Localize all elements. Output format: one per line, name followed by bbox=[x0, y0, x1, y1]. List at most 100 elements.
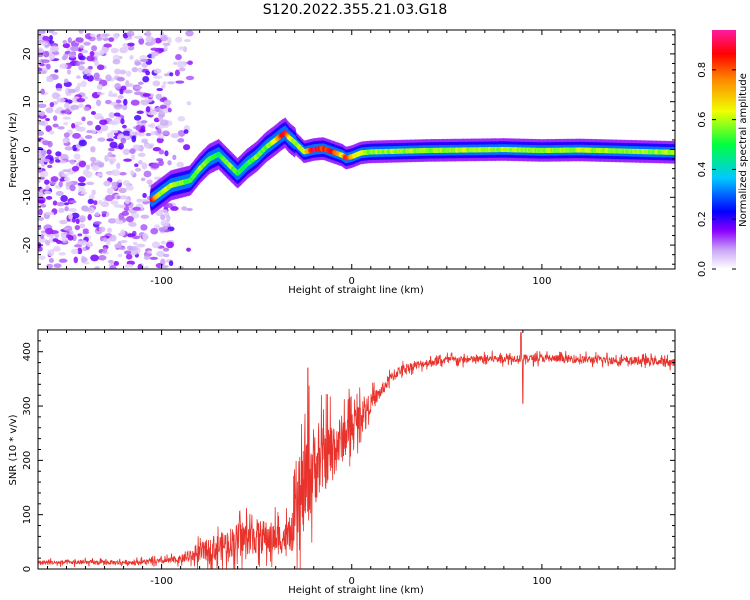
noise-speckle bbox=[104, 99, 112, 105]
noise-speckle bbox=[177, 138, 185, 143]
noise-speckle bbox=[38, 203, 42, 210]
noise-speckle bbox=[72, 132, 82, 139]
noise-speckle bbox=[106, 138, 114, 142]
noise-speckle bbox=[162, 108, 168, 113]
noise-speckle bbox=[140, 125, 146, 133]
noise-speckle bbox=[45, 227, 54, 235]
noise-speckle bbox=[118, 187, 127, 194]
noise-speckle bbox=[40, 70, 47, 75]
spectrogram-y-axis-label: Frequency (Hz) bbox=[8, 112, 19, 188]
snr-y-tick-label: 200 bbox=[22, 451, 33, 470]
noise-speckle bbox=[142, 233, 149, 240]
noise-speckle bbox=[170, 132, 180, 139]
noise-speckle bbox=[63, 202, 70, 206]
noise-speckle bbox=[48, 53, 56, 61]
colorbar-ticks: 0.0 0.2 0.4 0.6 0.8 bbox=[697, 62, 736, 277]
noise-speckle bbox=[97, 255, 107, 261]
noise-speckle bbox=[178, 46, 185, 51]
noise-speckle bbox=[110, 234, 117, 242]
noise-speckle bbox=[61, 55, 67, 61]
noise-speckle bbox=[115, 99, 122, 104]
noise-speckle bbox=[44, 179, 50, 185]
noise-speckle bbox=[145, 106, 151, 113]
noise-speckle bbox=[109, 158, 114, 165]
noise-speckle bbox=[47, 249, 55, 257]
noise-speckle bbox=[64, 206, 69, 212]
noise-speckle bbox=[102, 33, 110, 37]
noise-speckle bbox=[149, 256, 159, 260]
noise-speckle bbox=[75, 37, 84, 43]
noise-speckle bbox=[102, 247, 108, 254]
noise-speckle bbox=[110, 200, 119, 205]
noise-speckle bbox=[130, 170, 135, 176]
snr-x-axis-label: Height of straight line (km) bbox=[288, 585, 424, 596]
noise-speckle bbox=[62, 227, 69, 231]
noise-speckle bbox=[186, 101, 192, 106]
noise-speckle bbox=[142, 238, 147, 242]
noise-speckle bbox=[143, 265, 149, 269]
noise-speckle bbox=[125, 70, 132, 77]
noise-speckle bbox=[71, 123, 76, 129]
noise-speckle bbox=[89, 50, 95, 57]
noise-speckle bbox=[93, 200, 98, 206]
noise-speckle bbox=[152, 147, 162, 152]
noise-speckle bbox=[83, 106, 91, 112]
noise-speckle bbox=[164, 150, 169, 157]
noise-speckle bbox=[38, 67, 43, 72]
noise-speckle bbox=[167, 160, 172, 166]
noise-speckle bbox=[94, 266, 101, 269]
noise-speckle bbox=[93, 51, 100, 58]
noise-speckle bbox=[38, 166, 43, 174]
noise-speckle bbox=[60, 195, 68, 203]
noise-speckle bbox=[46, 76, 54, 80]
noise-speckle bbox=[185, 30, 194, 37]
noise-speckle bbox=[140, 224, 148, 231]
noise-speckle bbox=[86, 72, 91, 77]
noise-speckle bbox=[107, 218, 117, 224]
noise-speckle bbox=[91, 164, 100, 171]
noise-speckle bbox=[63, 132, 70, 138]
noise-speckle bbox=[133, 241, 138, 246]
snr-panel: -100 0 100 0 100 200 300 400 Height of straight… bbox=[8, 329, 676, 596]
snr-y-axis-label: SNR (10 * v/v) bbox=[8, 414, 19, 485]
noise-speckle bbox=[48, 30, 55, 34]
noise-speckle bbox=[116, 77, 125, 82]
noise-speckle bbox=[134, 86, 143, 90]
noise-speckle bbox=[156, 137, 164, 144]
noise-speckle bbox=[45, 196, 53, 200]
noise-speckle bbox=[45, 240, 51, 246]
noise-speckle bbox=[98, 199, 103, 205]
noise-speckle bbox=[40, 234, 45, 240]
noise-speckle bbox=[80, 80, 87, 88]
noise-speckle bbox=[38, 238, 48, 243]
noise-speckle bbox=[48, 35, 53, 41]
noise-speckle bbox=[140, 120, 148, 124]
noise-speckle bbox=[159, 119, 169, 126]
noise-speckle bbox=[70, 104, 80, 110]
noise-speckle bbox=[74, 121, 83, 126]
noise-speckle bbox=[96, 83, 103, 91]
noise-speckle bbox=[72, 234, 77, 242]
noise-speckle bbox=[119, 172, 127, 176]
noise-speckle bbox=[49, 102, 55, 108]
noise-speckle bbox=[58, 258, 68, 263]
noise-speckle bbox=[123, 89, 133, 94]
noise-speckle bbox=[145, 70, 151, 76]
noise-speckle bbox=[46, 63, 51, 70]
noise-speckle bbox=[63, 121, 69, 126]
noise-speckle bbox=[133, 35, 143, 40]
noise-speckle bbox=[78, 139, 87, 147]
noise-speckle bbox=[40, 203, 47, 208]
noise-speckle bbox=[118, 195, 128, 200]
noise-speckle bbox=[178, 67, 186, 72]
noise-speckle bbox=[160, 84, 166, 89]
noise-speckle bbox=[40, 88, 45, 95]
noise-speckle bbox=[42, 35, 50, 41]
noise-speckle bbox=[90, 146, 96, 153]
noise-speckle bbox=[116, 162, 121, 170]
noise-speckle bbox=[119, 204, 126, 209]
noise-speckle bbox=[150, 227, 159, 235]
noise-speckle bbox=[132, 235, 141, 240]
noise-speckle bbox=[158, 149, 165, 155]
noise-speckle bbox=[87, 214, 92, 221]
